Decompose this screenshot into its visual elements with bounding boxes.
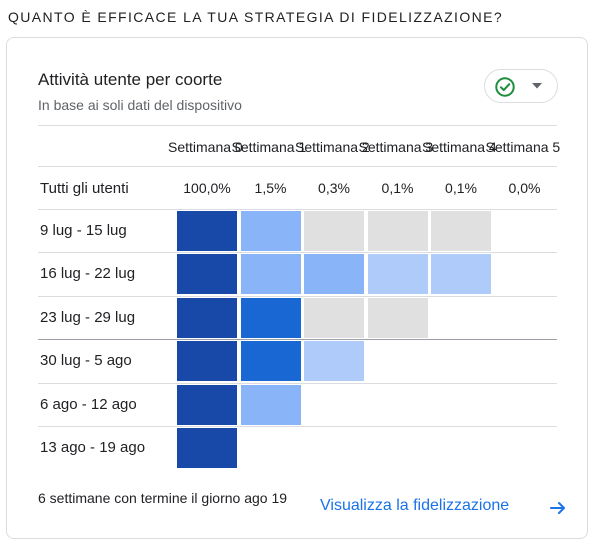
card-subtitle: In base ai soli dati del dispositivo — [38, 97, 242, 113]
cohort-cell[interactable] — [240, 297, 301, 338]
row-divider — [38, 339, 557, 341]
arrow-right-icon[interactable] — [549, 499, 567, 517]
cohort-row-label: 9 lug - 15 lug — [40, 222, 127, 239]
cohort-cell[interactable] — [240, 254, 301, 295]
total-row-label: Tutti gli utenti — [40, 180, 129, 197]
cohort-row-label: 30 lug - 5 ago — [40, 352, 132, 370]
total-value: 0,1% — [445, 180, 477, 196]
card-title: Attività utente per coorte — [38, 70, 223, 89]
cohort-row-label: 6 ago - 12 ago — [40, 395, 137, 413]
total-value: 0,1% — [381, 180, 414, 196]
column-header: Settimana 4 — [422, 139, 497, 155]
total-value: 1,5% — [254, 180, 287, 196]
cohort-cell[interactable] — [240, 341, 301, 382]
divider — [38, 166, 557, 167]
divider — [38, 125, 557, 126]
view-retention-link[interactable]: Visualizza la fidelizzazione — [320, 497, 510, 514]
column-header: Settimana 0 — [168, 139, 243, 155]
cohort-cell[interactable] — [177, 341, 237, 382]
cohort-cell[interactable] — [367, 254, 428, 295]
column-header: Settimana 1 — [231, 139, 307, 155]
cohort-cell[interactable] — [177, 254, 237, 295]
section-title: QUANTO È EFFICACE LA TUA STRATEGIA DI FI… — [8, 9, 504, 25]
total-value: 0,3% — [318, 180, 350, 196]
cohort-cell[interactable] — [240, 384, 301, 425]
cohort-cell[interactable] — [367, 211, 428, 251]
cohort-row-label: 16 lug - 22 lug — [40, 265, 136, 283]
cohort-cell[interactable] — [304, 297, 364, 338]
cohort-cell[interactable] — [177, 211, 237, 251]
cohort-cell[interactable] — [304, 341, 364, 382]
row-divider — [38, 426, 557, 427]
cohort-cell[interactable] — [177, 428, 237, 468]
cohort-card: Attività utente per coorte In base ai so… — [6, 37, 588, 539]
cohort-cell[interactable] — [240, 211, 301, 251]
column-header: Settimana 3 — [358, 139, 434, 155]
cohort-cell[interactable] — [304, 254, 364, 295]
cohort-cell[interactable] — [367, 297, 428, 338]
column-header: Settimana 5 — [485, 139, 561, 155]
cohort-cell[interactable] — [304, 211, 364, 251]
caret-down-icon — [532, 83, 542, 89]
cohort-row-label: 23 lug - 29 lug — [40, 308, 136, 326]
footer-description: 6 settimane con termine il giorno ago 19 — [38, 490, 288, 506]
row-divider — [38, 252, 557, 254]
row-divider — [38, 209, 557, 210]
check-circle-icon — [495, 77, 515, 97]
cohort-row-label: 13 ago - 19 ago — [40, 439, 146, 456]
total-value: 100,0% — [183, 180, 231, 196]
cohort-cell[interactable] — [431, 211, 491, 251]
column-header: Settimana 2 — [295, 139, 370, 155]
cohort-cell[interactable] — [177, 297, 237, 338]
total-value: 0,0% — [508, 180, 541, 196]
row-divider — [38, 295, 557, 297]
cohort-cell[interactable] — [431, 254, 491, 295]
status-dropdown-button[interactable] — [484, 69, 558, 103]
cohort-cell[interactable] — [177, 384, 237, 425]
row-divider — [38, 382, 557, 384]
